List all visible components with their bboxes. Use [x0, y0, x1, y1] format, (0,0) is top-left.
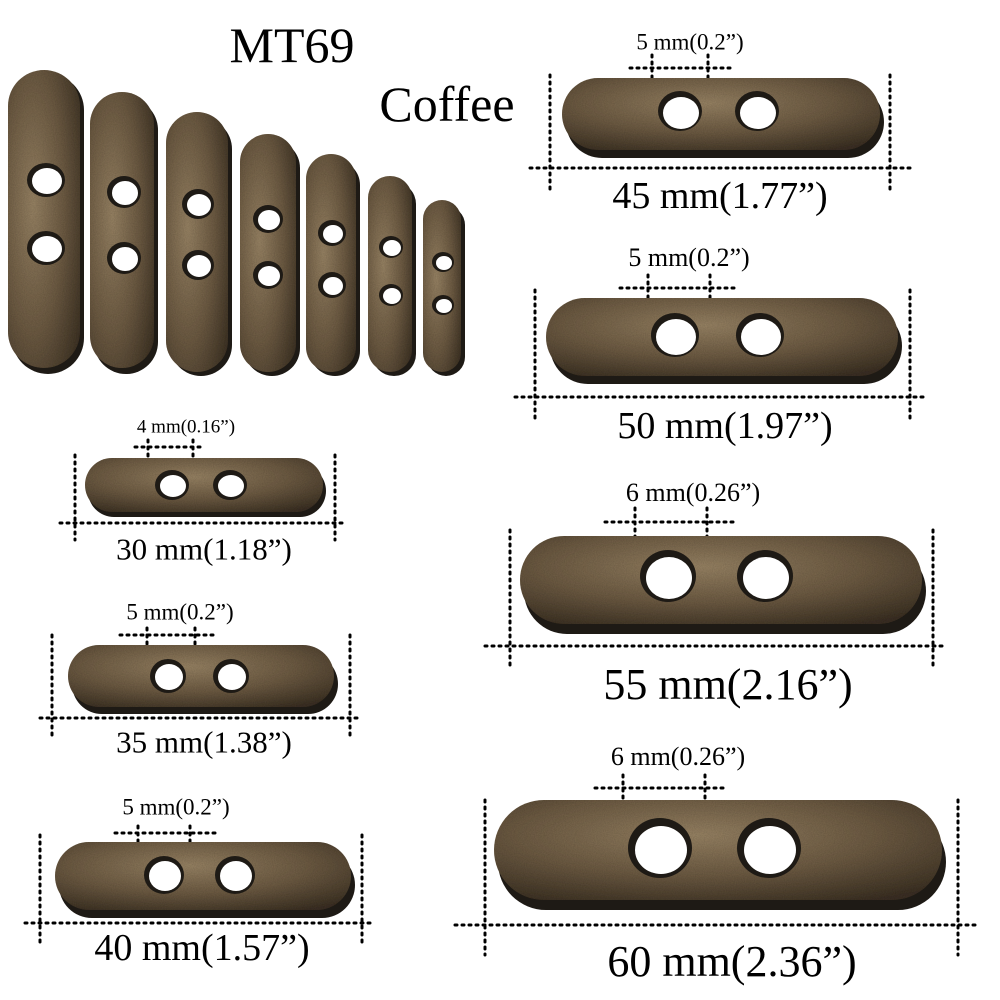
button-50mm	[546, 298, 902, 384]
length-label-40mm: 40 mm(1.57”)	[94, 927, 310, 969]
button-45mm	[562, 78, 884, 158]
hole-spacing-label-30mm: 4 mm(0.16”)	[136, 416, 236, 438]
lineup-button-1	[8, 70, 84, 374]
length-label-50mm: 50 mm(1.97”)	[617, 405, 833, 447]
color-title: Coffee	[379, 76, 515, 132]
lineup-button-4	[240, 134, 300, 376]
lineup-button-3	[166, 112, 232, 376]
button-60mm	[494, 800, 946, 910]
model-title: MT69	[229, 17, 355, 73]
button-35mm	[68, 645, 338, 714]
button-55mm	[520, 536, 926, 634]
length-label-30mm: 30 mm(1.18”)	[116, 531, 292, 567]
length-label-60mm: 60 mm(2.36”)	[607, 937, 857, 986]
button-30mm	[85, 458, 326, 517]
hole-spacing-label-40mm: 5 mm(0.2”)	[122, 794, 230, 820]
dimension-lines	[23, 53, 977, 957]
hole-spacing-label-35mm: 5 mm(0.2”)	[126, 599, 234, 625]
button-40mm	[55, 842, 355, 918]
hole-spacing-label-45mm: 5 mm(0.2”)	[636, 29, 744, 55]
hole-spacing-label-60mm: 6 mm(0.26”)	[610, 742, 746, 771]
lineup-button-2	[90, 92, 158, 374]
lineup-button-6	[368, 176, 416, 376]
lineup-button-5	[306, 154, 360, 376]
length-label-45mm: 45 mm(1.77”)	[612, 175, 828, 217]
length-label-35mm: 35 mm(1.38”)	[116, 724, 292, 760]
length-label-55mm: 55 mm(2.16”)	[603, 660, 853, 709]
button-lineup	[8, 70, 465, 376]
lineup-button-7	[423, 200, 465, 376]
hole-spacing-label-50mm: 5 mm(0.2”)	[628, 243, 750, 272]
hole-spacing-label-55mm: 6 mm(0.26”)	[625, 478, 761, 507]
